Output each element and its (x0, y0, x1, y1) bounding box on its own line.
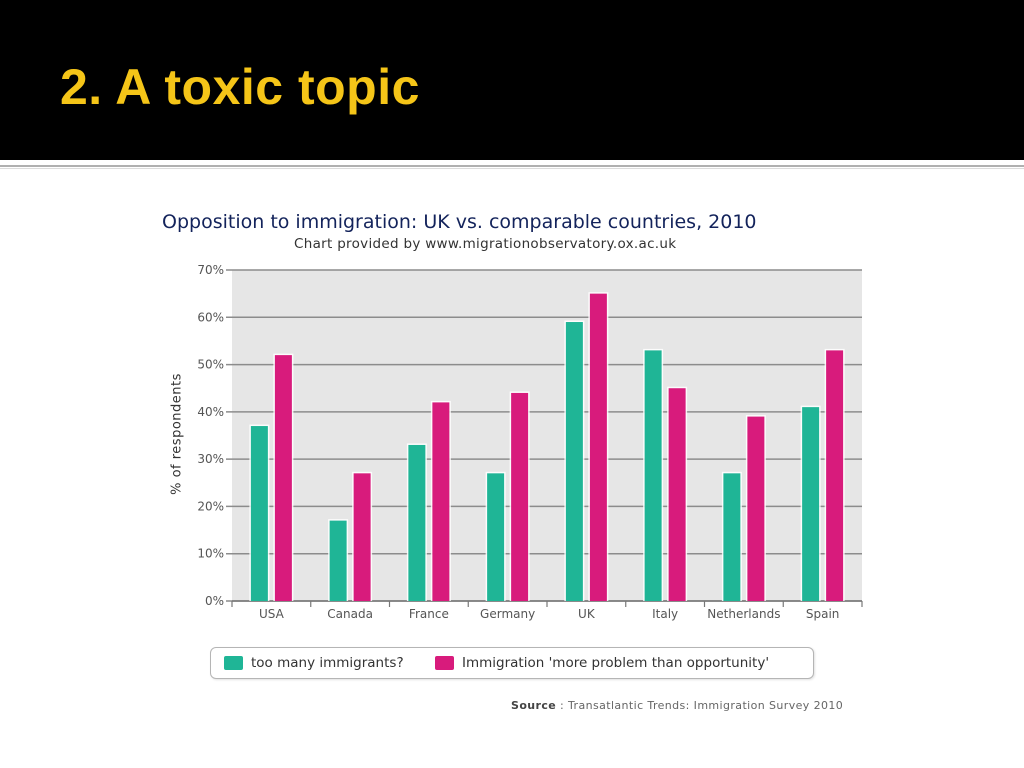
source-text: Transatlantic Trends: Immigration Survey… (568, 699, 844, 712)
y-tick-label: 70% (197, 263, 224, 277)
header-divider-light (0, 168, 1024, 169)
slide-title: 2. A toxic topic (60, 59, 420, 115)
bar-too-many-canada (329, 520, 347, 601)
bar-too-many-france (408, 444, 426, 601)
bar-more-problem-usa (274, 355, 292, 601)
chart-legend: too many immigrants? Immigration 'more p… (210, 647, 814, 679)
y-tick-label: 60% (197, 310, 224, 324)
x-tick-label: Italy (652, 607, 678, 621)
x-tick-label: Germany (480, 607, 535, 621)
bar-too-many-spain (802, 407, 820, 601)
bar-too-many-germany (487, 473, 505, 601)
y-tick-label: 40% (197, 405, 224, 419)
y-tick-label: 0% (205, 594, 224, 608)
header-divider-white (0, 160, 1024, 164)
bar-more-problem-spain (826, 350, 844, 601)
header-divider-gray (0, 165, 1024, 167)
bar-more-problem-canada (353, 473, 371, 601)
source-separator: : (556, 699, 569, 712)
bar-too-many-usa (250, 426, 268, 601)
bar-more-problem-germany (511, 392, 529, 601)
x-tick-label: France (409, 607, 449, 621)
bar-too-many-uk (565, 322, 583, 601)
legend-label-more-problem: Immigration 'more problem than opportuni… (462, 655, 770, 671)
bar-more-problem-france (432, 402, 450, 601)
chart-subtitle: Chart provided by www.migrationobservato… (294, 236, 677, 252)
bar-more-problem-uk (589, 293, 607, 601)
y-tick-label: 10% (197, 547, 224, 561)
x-tick-label: Netherlands (707, 607, 780, 621)
source-label: Source (511, 699, 557, 712)
slide-header: 2. A toxic topic (0, 0, 1024, 160)
y-tick-label: 50% (197, 358, 224, 372)
bar-more-problem-netherlands (747, 416, 765, 601)
legend-swatch-too-many (224, 656, 243, 670)
bar-too-many-italy (644, 350, 662, 601)
source-note: Source : Transatlantic Trends: Immigrati… (511, 699, 843, 712)
plot-area (232, 270, 862, 601)
bar-more-problem-italy (668, 388, 686, 601)
legend-label-too-many: too many immigrants? (251, 655, 404, 671)
x-tick-label: USA (259, 607, 285, 621)
x-tick-label: Spain (806, 607, 840, 621)
x-tick-label: Canada (327, 607, 373, 621)
y-tick-label: 20% (197, 499, 224, 513)
bar-too-many-netherlands (723, 473, 741, 601)
x-tick-label: UK (578, 607, 596, 621)
chart-title: Opposition to immigration: UK vs. compar… (162, 211, 757, 233)
legend-swatch-more-problem (435, 656, 454, 670)
y-tick-label: 30% (197, 452, 224, 466)
